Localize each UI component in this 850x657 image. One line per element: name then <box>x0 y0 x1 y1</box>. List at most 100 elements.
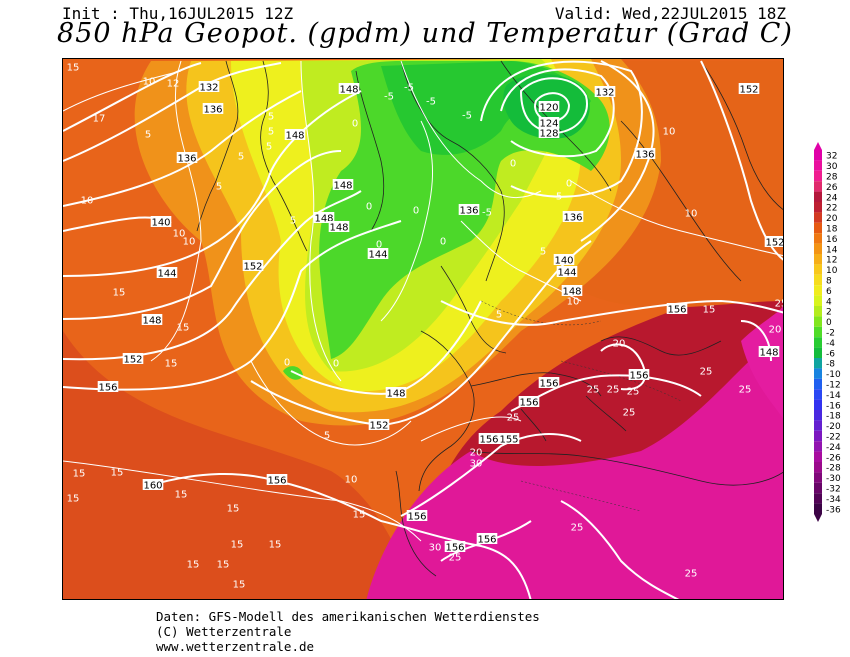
svg-text:15: 15 <box>165 359 178 370</box>
svg-text:25: 25 <box>739 385 752 396</box>
geopotential-label: 132 <box>594 86 616 99</box>
svg-text:15: 15 <box>233 580 246 591</box>
svg-text:0: 0 <box>376 240 382 251</box>
geopotential-label: 148 <box>338 83 360 96</box>
svg-text:156: 156 <box>479 435 498 446</box>
legend-label: -20 <box>826 422 841 432</box>
legend-swatch <box>814 358 822 369</box>
geopotential-isolines <box>63 60 783 599</box>
temperature-label: 15 <box>111 468 124 479</box>
svg-text:15: 15 <box>269 540 282 551</box>
weather-map[interactable]: 132 136 148 148 136 148 148 148 140 144 148 152 144 1… <box>62 58 784 600</box>
legend-label: -32 <box>826 485 841 495</box>
geopotential-label: 148 <box>328 221 350 234</box>
website-link[interactable]: www.wetterzentrale.de <box>156 639 315 654</box>
geopotential-label: 124 <box>538 117 560 130</box>
svg-text:0: 0 <box>440 237 446 248</box>
geopotential-label: 152 <box>242 260 264 273</box>
legend-swatch <box>814 170 822 182</box>
svg-text:156: 156 <box>539 379 558 390</box>
svg-text:5: 5 <box>268 127 274 138</box>
geopotential-label: 152 <box>738 83 760 96</box>
geopotential-label: 132 <box>198 81 220 94</box>
legend-label: 24 <box>826 193 838 203</box>
geopotential-label: 144 <box>156 267 178 280</box>
svg-text:25: 25 <box>449 553 462 564</box>
temperature-label: 10 <box>567 297 580 308</box>
borders <box>480 300 682 512</box>
legend-swatch <box>814 410 822 421</box>
temperature-label: 15 <box>353 510 366 521</box>
svg-text:0: 0 <box>510 159 516 170</box>
svg-text:15: 15 <box>175 490 188 501</box>
geopotential-label: 156 <box>476 533 498 546</box>
valid-time: Valid: Wed,22JUL2015 18Z <box>554 4 786 23</box>
svg-text:15: 15 <box>177 323 190 334</box>
temperature-label: 5 <box>290 216 296 227</box>
legend-swatch <box>814 191 822 202</box>
svg-text:144: 144 <box>368 250 387 261</box>
geopotential-label: 136 <box>562 211 584 224</box>
svg-text:5: 5 <box>216 182 222 193</box>
legend-swatch <box>814 222 822 234</box>
legend-swatch <box>814 503 822 514</box>
temperature-label: 0 <box>566 179 572 190</box>
temperature-label: 25 <box>607 385 620 396</box>
geopotential-label: 140 <box>553 254 575 267</box>
svg-text:152: 152 <box>243 262 262 273</box>
temperature-label: 15 <box>703 305 716 316</box>
svg-text:5: 5 <box>324 431 330 442</box>
svg-text:5: 5 <box>540 247 546 258</box>
legend-label: -14 <box>826 391 841 401</box>
temperature-label: 0 <box>376 240 382 251</box>
temperature-label: -5 <box>426 97 436 108</box>
geopotential-label: 144 <box>556 266 578 279</box>
legend-label: 26 <box>826 183 838 193</box>
temp-band-15 <box>63 331 421 599</box>
temperature-label: 10 <box>143 77 156 88</box>
temperature-label: 15 <box>165 359 178 370</box>
legend-swatch <box>814 326 822 338</box>
temperature-label: -5 <box>384 92 394 103</box>
legend-swatch <box>814 233 822 244</box>
svg-text:20: 20 <box>470 448 483 459</box>
svg-text:156: 156 <box>267 476 286 487</box>
geopotential-label: 156 <box>478 433 500 446</box>
geopotential-label: 148 <box>141 314 163 327</box>
legend-arrow-down-icon <box>814 514 822 522</box>
svg-text:148: 148 <box>562 287 581 298</box>
legend-swatch <box>814 472 822 483</box>
temperature-label: -5 <box>482 208 492 219</box>
svg-text:144: 144 <box>157 269 176 280</box>
svg-text:30: 30 <box>429 543 442 554</box>
geopotential-label: 148 <box>385 387 407 400</box>
temperature-label: 5 <box>145 130 151 141</box>
temperature-label: 0 <box>333 359 339 370</box>
svg-text:15: 15 <box>187 560 200 571</box>
temperature-label: 10 <box>685 209 698 220</box>
legend-swatch <box>814 160 822 171</box>
temperature-label: 30 <box>429 543 442 554</box>
svg-text:10: 10 <box>143 77 156 88</box>
temperature-label: 20 <box>470 448 483 459</box>
legend-swatch <box>814 368 822 379</box>
temperature-label: 0 <box>440 237 446 248</box>
svg-text:-5: -5 <box>404 83 414 94</box>
legend-label: -28 <box>826 464 841 474</box>
svg-text:10: 10 <box>345 475 358 486</box>
geopotential-label: 152 <box>122 353 144 366</box>
temperature-label: 5 <box>216 182 222 193</box>
svg-text:5: 5 <box>266 142 272 153</box>
copyright: (C) Wetterzentrale <box>156 624 292 639</box>
geopotential-label: 144 <box>367 248 389 261</box>
temperature-label: 0 <box>413 206 419 217</box>
temperature-label: 10 <box>81 196 94 207</box>
svg-text:148: 148 <box>386 389 405 400</box>
geopotential-label: 136 <box>176 152 198 165</box>
svg-text:120: 120 <box>539 103 558 114</box>
temperature-label: 0 <box>510 159 516 170</box>
svg-text:156: 156 <box>519 398 538 409</box>
svg-text:148: 148 <box>759 348 778 359</box>
legend-swatch <box>814 441 822 452</box>
svg-text:12: 12 <box>167 79 180 90</box>
